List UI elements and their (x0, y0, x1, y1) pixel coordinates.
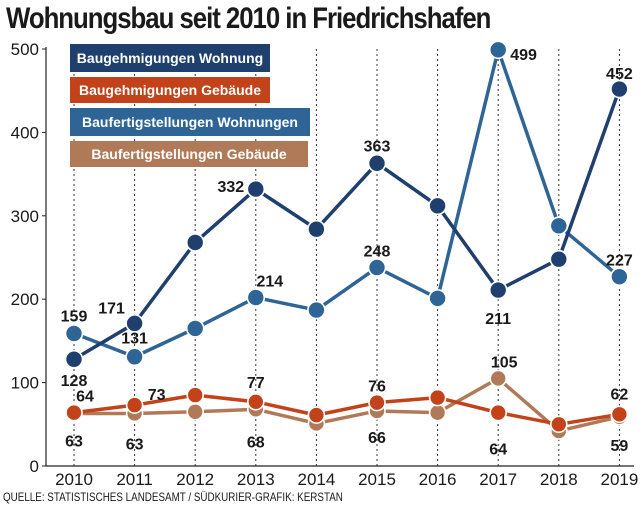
data-point-s0-2016 (428, 196, 447, 216)
x-tick-label-2014: 2014 (297, 470, 335, 488)
data-point-s0-2017 (488, 280, 508, 300)
data-label-s3-2010: 63 (65, 433, 83, 450)
data-label-s0-2013: 332 (217, 179, 244, 196)
data-label-s2-2011: 131 (121, 331, 148, 348)
y-tick-label-200: 200 (11, 290, 39, 309)
legend-label-2: Baufertigstellungen Wohnungen (82, 114, 298, 130)
data-point-s2-2010 (64, 324, 84, 343)
line-chart: 0 100 200 300 400 500 2010 2011 2012 2013 2014 2015… (11, 40, 639, 488)
series-line-2 (73, 48, 621, 359)
y-tick-label-300: 300 (11, 207, 39, 226)
data-label-s1-2015: 76 (368, 379, 386, 396)
data-label-s2-2013: 214 (256, 274, 283, 291)
data-point-s0-2013 (246, 179, 266, 199)
x-tick-label-2018: 2018 (540, 470, 578, 488)
data-label-s0-2010: 128 (61, 373, 88, 390)
data-point-s2-2017 (488, 40, 508, 60)
data-point-s1-2015 (368, 393, 386, 412)
data-point-s0-2015 (367, 153, 387, 173)
data-point-s2-2012 (185, 319, 205, 338)
data-point-s0-2018 (549, 249, 569, 269)
data-label-s0-2015: 363 (364, 138, 391, 155)
source-note: QUELLE: STATISTISCHES LANDESAMT / SÜDKUR… (3, 490, 343, 504)
data-point-s1-2019 (610, 405, 629, 424)
data-point-s2-2013 (246, 288, 266, 307)
data-point-s1-2011 (125, 396, 144, 414)
x-tick-label-2012: 2012 (176, 470, 214, 488)
data-point-s1-2010 (65, 403, 83, 422)
data-point-s1-2016 (428, 388, 447, 407)
legend-swatch-3 (70, 141, 308, 167)
data-point-s0-2012 (185, 233, 205, 252)
legend-label-3: Baufertigstellungen Gebäude (91, 146, 286, 162)
data-point-s2-2018 (549, 216, 569, 236)
legend-swatch-2 (70, 108, 310, 136)
y-tick-label-0: 0 (30, 457, 39, 476)
legend: Baugehmigungen Wohnung Baugehmigungen Geb… (70, 44, 310, 167)
series-line-1 (73, 393, 620, 427)
data-point-s2-2019 (610, 267, 629, 286)
x-tick-label-2013: 2013 (237, 470, 275, 488)
data-labels: 128 171 332 363 211 452 159 131 214 248 499 227 64 73… (61, 47, 633, 459)
data-label-s3-2019: 59 (611, 438, 629, 455)
x-tick-label-2016: 2016 (419, 470, 457, 488)
legend-label-1: Baugehmigungen Gebäude (79, 82, 261, 98)
data-point-s2-2014 (307, 300, 326, 320)
data-label-s0-2011: 171 (98, 300, 125, 317)
data-point-s2-2015 (367, 258, 387, 277)
series-line-0 (73, 88, 622, 361)
axes: 0 100 200 300 400 500 2010 2011 2012 2013 2014 2015… (11, 40, 639, 488)
legend-swatch-0 (70, 44, 270, 72)
data-label-s2-2015: 248 (364, 244, 391, 261)
data-label-s3-2017: 105 (491, 354, 518, 371)
series-line-3 (74, 376, 620, 433)
y-tick-label-400: 400 (11, 123, 39, 142)
data-label-s1-2017: 64 (489, 442, 507, 459)
series-lines (73, 48, 622, 433)
data-label-s1-2011: 73 (148, 387, 166, 404)
data-label-s0-2019: 452 (606, 66, 633, 83)
data-label-s3-2013: 68 (247, 434, 265, 451)
data-point-s3-2017 (489, 369, 508, 388)
data-point-s1-2013 (247, 392, 265, 411)
data-label-s2-2010: 159 (61, 308, 88, 325)
data-point-s3-2012 (186, 402, 204, 421)
data-label-s1-2019: 62 (611, 386, 629, 403)
data-point-s2-2011 (125, 347, 144, 367)
x-tick-label-2017: 2017 (479, 470, 517, 488)
legend-swatch-1 (70, 77, 270, 103)
x-tick-label-2010: 2010 (55, 470, 93, 488)
x-tick-label-2019: 2019 (600, 470, 638, 488)
data-point-s0-2011 (125, 314, 144, 333)
x-tick-label-2015: 2015 (358, 470, 396, 488)
data-point-s1-2018 (549, 415, 568, 434)
data-point-s2-2016 (428, 289, 447, 308)
data-point-s0-2014 (307, 219, 326, 239)
data-point-s1-2017 (489, 403, 508, 422)
data-label-s0-2017: 211 (485, 311, 511, 328)
x-tick-label-2011: 2011 (116, 470, 153, 488)
chart-title: Wohnungsbau seit 2010 in Friedrichshafen (6, 2, 491, 35)
data-label-s3-2011: 63 (126, 436, 144, 453)
data-point-s3-2016 (428, 403, 447, 422)
data-label-s3-2015: 66 (368, 430, 386, 447)
data-point-s0-2010 (64, 349, 84, 369)
data-point-s1-2012 (186, 386, 204, 404)
data-label-s1-2010: 64 (76, 389, 94, 406)
data-label-s2-2017: 499 (510, 47, 537, 64)
legend-label-0: Baugehmigungen Wohnung (77, 50, 263, 66)
data-point-s0-2019 (610, 79, 629, 99)
y-tick-label-100: 100 (11, 374, 39, 393)
data-point-s1-2014 (307, 406, 326, 424)
y-tick-label-500: 500 (11, 40, 39, 59)
series-points (64, 40, 629, 440)
data-label-s2-2019: 227 (606, 253, 633, 270)
data-label-s1-2013: 77 (247, 375, 265, 392)
